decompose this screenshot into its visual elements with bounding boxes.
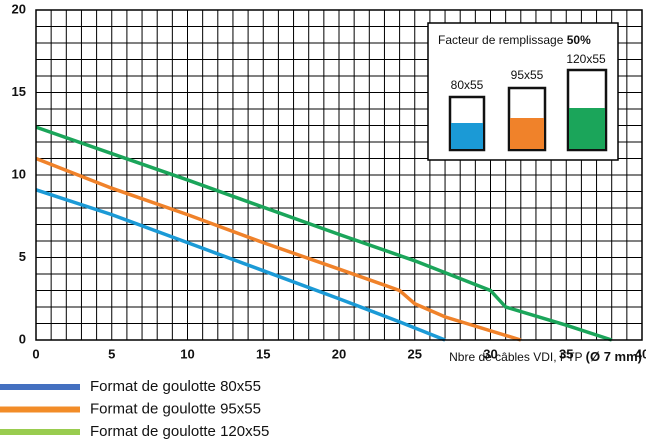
x-tick-label: 10 [180,346,194,361]
y-tick-label: 15 [12,84,26,99]
inset-label: 80x55 [451,78,484,92]
legend-swatch [0,429,80,435]
plot-frame [35,9,643,341]
lines [35,125,613,342]
duct-fill [510,118,544,149]
series-line [35,156,522,342]
legend-swatch [0,406,80,413]
y-tick-label: 0 [19,331,26,346]
series-line [35,188,446,342]
x-tick-label: 5 [108,346,115,361]
x-tick-label: 0 [32,346,39,361]
x-tick-label: 30 [483,346,497,361]
x-axis-label: Nbre de câbles VDI, FTP (Ø 7 mm) [449,349,642,364]
x-tick-label: 25 [408,346,422,361]
y-tick-label: 20 [12,1,26,16]
inset: Facteur de remplissage 50% 80x55 95x55 1… [427,22,619,161]
legend-label: Format de goulotte 120x55 [90,423,269,440]
duct-fill [569,108,605,149]
legend-swatch [0,384,80,390]
legend-label: Format de goulotte 80x55 [90,378,261,395]
inset-label: 95x55 [511,68,544,82]
inset-label: 120x55 [566,52,606,66]
duct-fill [451,123,483,149]
grid [35,9,643,341]
inset-title: Facteur de remplissage 50% [438,33,591,47]
x-tick-label: 20 [332,346,346,361]
legend-label: Format de goulotte 95x55 [90,400,261,417]
y-tick-label: 5 [19,249,26,264]
x-tick-label: 35 [559,346,573,361]
y-tick-label: 10 [12,166,26,181]
x-tick-label: 15 [256,346,270,361]
series-line [35,125,613,342]
x-tick-label: 40 [635,346,646,361]
